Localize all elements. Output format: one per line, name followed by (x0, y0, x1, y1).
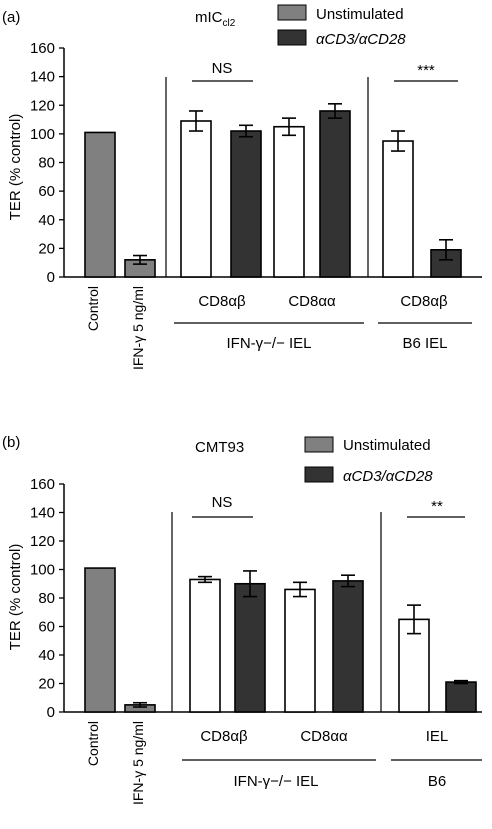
panel-a-legend-swatch-unstim (277, 4, 307, 21)
panel-a-bar (230, 130, 262, 278)
panel-a-legend-label-stim: αCD3/αCD28 (316, 31, 406, 48)
panel-a-ytick-label: 160 (30, 40, 55, 57)
panel-a: (a) mICcl2 Unstimulated αCD3/αCD28 TER (… (2, 4, 482, 370)
panel-a-sig-label-2: *** (417, 62, 435, 79)
panel-b-bar (189, 578, 221, 713)
panel-a-ytick-label: 80 (38, 155, 55, 172)
panel-a-group-label-3: CD8αβ (400, 293, 448, 310)
panel-a-group-label-1: CD8αβ (198, 293, 246, 310)
panel-b-sig-label-1: NS (212, 494, 233, 511)
panel-a-title-sub: cl2 (223, 18, 236, 29)
panel-a-ylabel: TER (% control) (7, 114, 24, 221)
panel-b-ytick-label: 140 (30, 505, 55, 522)
panel-b-bracket-label-1: IFN-γ−/− IEL (233, 773, 318, 790)
panel-a-bar (382, 140, 414, 278)
panel-a-bar (84, 131, 116, 278)
panel-b-xlabel-control: Control (85, 721, 101, 766)
panel-b-ytick-label: 40 (38, 647, 55, 664)
panel-a-ytick-label: 40 (38, 212, 55, 229)
panel-b-legend-swatch-stim (304, 466, 334, 483)
panel-b-ytick-label: 100 (30, 562, 55, 579)
panel-b-title-main: CMT93 (195, 439, 244, 456)
panel-b-ytick-label: 120 (30, 533, 55, 550)
panel-a-bracket-label-1: IFN-γ−/− IEL (226, 335, 311, 352)
panel-a-bar (273, 125, 305, 278)
panel-b-sig-label-2: ** (431, 498, 443, 515)
panel-a-ytick-label: 140 (30, 69, 55, 86)
panel-a-xlabel-control: Control (85, 286, 101, 331)
panel-a-ytick-label: 0 (47, 269, 55, 286)
panel-b-group-label-2: CD8αα (300, 728, 348, 745)
panel-a-bar (319, 110, 351, 278)
panel-b-y-axis: 0 20 40 60 80 100 120 140 160 (30, 476, 64, 721)
panel-b-legend-label-unstim: Unstimulated (343, 437, 431, 454)
panel-b-title: CMT93 (195, 439, 244, 456)
panel-a-y-axis: 0 20 40 60 80 100 120 140 160 (30, 40, 64, 286)
panel-b-ylabel: TER (% control) (7, 544, 24, 651)
panel-b-label: (b) (2, 434, 20, 451)
panel-b-ytick-label: 60 (38, 619, 55, 636)
panel-b-bar (332, 580, 364, 713)
panel-a-bars (84, 103, 462, 278)
panel-b-bar (234, 582, 266, 713)
panel-b-bar (445, 681, 477, 713)
panel-a-title-main: mIC (195, 9, 223, 26)
panel-a-legend-swatch-stim (277, 29, 307, 46)
panel-b-ytick-label: 0 (47, 704, 55, 721)
panel-b-ytick-label: 20 (38, 676, 55, 693)
panel-b-bracket-label-2: B6 (428, 773, 446, 790)
panel-a-label: (a) (2, 9, 20, 26)
panel-a-bracket-label-2: B6 IEL (402, 335, 447, 352)
panel-b-legend-swatch-unstim (304, 436, 334, 453)
panel-b-xlabel-ifng: IFN-γ 5 ng/ml (130, 721, 146, 805)
panel-b-bar (284, 588, 316, 713)
panel-b: (b) CMT93 Unstimulated αCD3/αCD28 TER (%… (2, 434, 482, 805)
panel-a-xlabel-ifng: IFN-γ 5 ng/ml (130, 286, 146, 370)
panel-a-ytick-label: 120 (30, 97, 55, 114)
panel-a-sig-label-1: NS (212, 60, 233, 77)
panel-b-group-label-3: IEL (426, 728, 449, 745)
panel-a-title: mICcl2 (195, 9, 236, 29)
panel-b-ytick-label: 80 (38, 590, 55, 607)
panel-a-ytick-label: 60 (38, 183, 55, 200)
panel-a-ytick-label: 100 (30, 126, 55, 143)
panel-b-bar (84, 567, 116, 713)
panel-b-bars (84, 567, 477, 713)
panel-b-ytick-label: 160 (30, 476, 55, 493)
panel-a-legend-label-unstim: Unstimulated (316, 6, 404, 23)
panel-a-group-label-2: CD8αα (288, 293, 336, 310)
panel-b-group-label-1: CD8αβ (200, 728, 248, 745)
panel-b-bar (398, 618, 430, 713)
panel-b-legend-label-stim: αCD3/αCD28 (343, 468, 433, 485)
panel-a-bar (180, 120, 212, 278)
panel-a-ytick-label: 20 (38, 240, 55, 257)
